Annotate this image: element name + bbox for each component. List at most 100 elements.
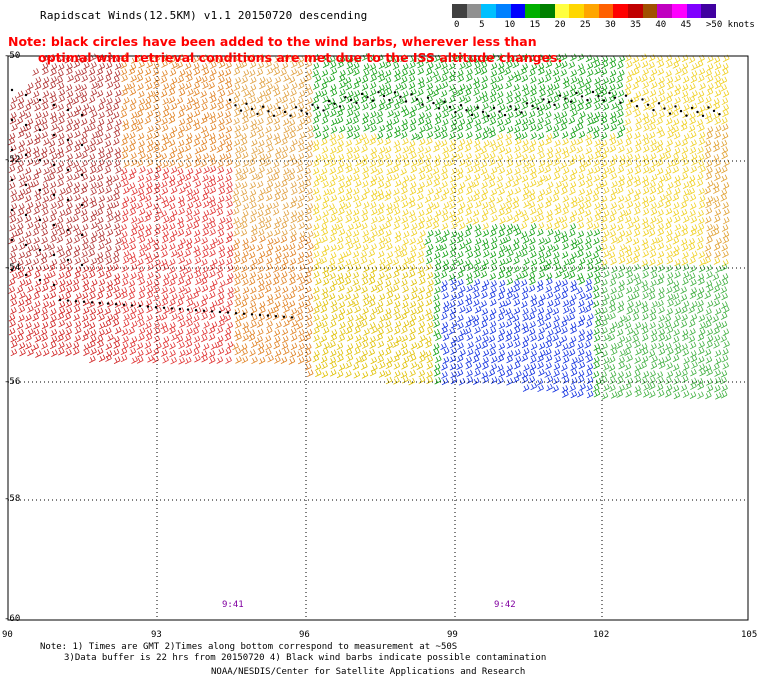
wind-barb <box>602 146 610 155</box>
wind-barb <box>457 271 464 279</box>
wind-barb <box>635 389 642 398</box>
wind-barb <box>209 123 217 132</box>
wind-barb <box>96 125 103 133</box>
wind-barb <box>496 91 504 99</box>
quality-flag-dot <box>393 91 397 94</box>
wind-barb <box>386 291 394 299</box>
wind-barb <box>296 349 304 358</box>
wind-barb <box>75 292 82 301</box>
wind-barb <box>73 172 80 181</box>
wind-barb <box>258 153 266 162</box>
wind-barb <box>465 138 473 147</box>
wind-barb <box>690 287 697 295</box>
quality-flag-dot <box>278 106 281 110</box>
wind-barb <box>315 341 322 349</box>
wind-barb <box>585 349 592 358</box>
wind-barb <box>720 139 728 148</box>
wind-barb <box>456 354 464 363</box>
wind-barb <box>482 152 490 161</box>
wind-barb <box>409 118 417 126</box>
wind-barb <box>625 102 632 111</box>
wind-barb <box>81 74 88 83</box>
wind-barb <box>441 62 448 70</box>
wind-barb <box>672 363 680 372</box>
wind-barb <box>27 285 34 293</box>
wind-barb <box>600 223 608 231</box>
wind-barb <box>674 84 682 92</box>
quality-flag-dot <box>470 113 474 117</box>
wind-barb <box>464 144 472 153</box>
quality-flag-dot <box>646 103 650 107</box>
wind-barb <box>530 132 537 140</box>
wind-barb <box>672 61 680 69</box>
wind-barb <box>282 174 290 182</box>
wind-barb <box>313 334 320 343</box>
wind-barb <box>722 104 729 112</box>
quality-flag-dot <box>24 243 28 247</box>
wind-barb <box>441 363 448 371</box>
wind-barb <box>577 63 584 71</box>
wind-barb <box>464 245 472 253</box>
wind-barb <box>249 84 257 92</box>
wind-barb <box>507 175 514 183</box>
wind-barb <box>680 208 688 217</box>
wind-barb <box>451 89 458 97</box>
wind-barb <box>377 193 385 201</box>
wind-barb <box>144 76 152 84</box>
wind-barb <box>450 230 458 238</box>
wind-barb <box>618 280 625 288</box>
wind-barb <box>178 357 185 365</box>
wind-barb <box>697 391 704 400</box>
wind-barb <box>417 250 424 259</box>
wind-barb <box>115 166 122 174</box>
wind-barb <box>240 173 247 181</box>
wind-barb <box>696 179 704 187</box>
wind-barb <box>409 263 416 272</box>
wind-barb <box>498 258 506 267</box>
wind-barb <box>234 152 242 160</box>
wind-barb <box>498 369 506 378</box>
wind-barb <box>123 83 130 92</box>
wind-barb <box>608 326 616 335</box>
wind-barb <box>201 103 208 112</box>
wind-barb <box>96 130 104 138</box>
wind-barb <box>169 286 176 294</box>
wind-barb <box>682 96 690 104</box>
wind-barb <box>609 132 616 141</box>
wind-barb <box>201 63 208 71</box>
wind-barb <box>674 74 681 83</box>
wind-barb <box>377 340 385 349</box>
wind-barb <box>177 314 184 322</box>
wind-barb <box>160 90 168 98</box>
wind-barb <box>208 81 215 90</box>
wind-barb <box>58 347 65 356</box>
wind-barb <box>41 110 49 119</box>
wind-barb <box>657 341 665 350</box>
wind-barb <box>65 187 72 195</box>
wind-barb <box>458 222 466 230</box>
wind-barb <box>490 264 498 273</box>
wind-barb <box>641 217 649 225</box>
wind-barb <box>664 321 672 329</box>
wind-barb <box>386 202 393 211</box>
wind-barb <box>456 132 464 140</box>
wind-barb <box>178 271 186 280</box>
wind-barb <box>368 299 376 308</box>
wind-barb <box>216 111 224 119</box>
wind-barb <box>584 237 592 245</box>
wind-barb <box>666 250 673 259</box>
wind-barb <box>273 167 280 176</box>
wind-barb <box>289 125 296 134</box>
quality-flag-dot <box>531 104 534 108</box>
wind-barb <box>281 145 289 153</box>
wind-barb <box>483 140 490 148</box>
wind-barb <box>457 314 464 323</box>
wind-barb <box>522 214 530 223</box>
wind-barb <box>26 245 34 253</box>
wind-barb <box>425 75 433 84</box>
wind-barb <box>666 278 674 286</box>
wind-barb <box>234 200 242 209</box>
wind-barb <box>497 292 505 301</box>
wind-barb <box>570 168 578 176</box>
wind-barb <box>226 200 233 209</box>
